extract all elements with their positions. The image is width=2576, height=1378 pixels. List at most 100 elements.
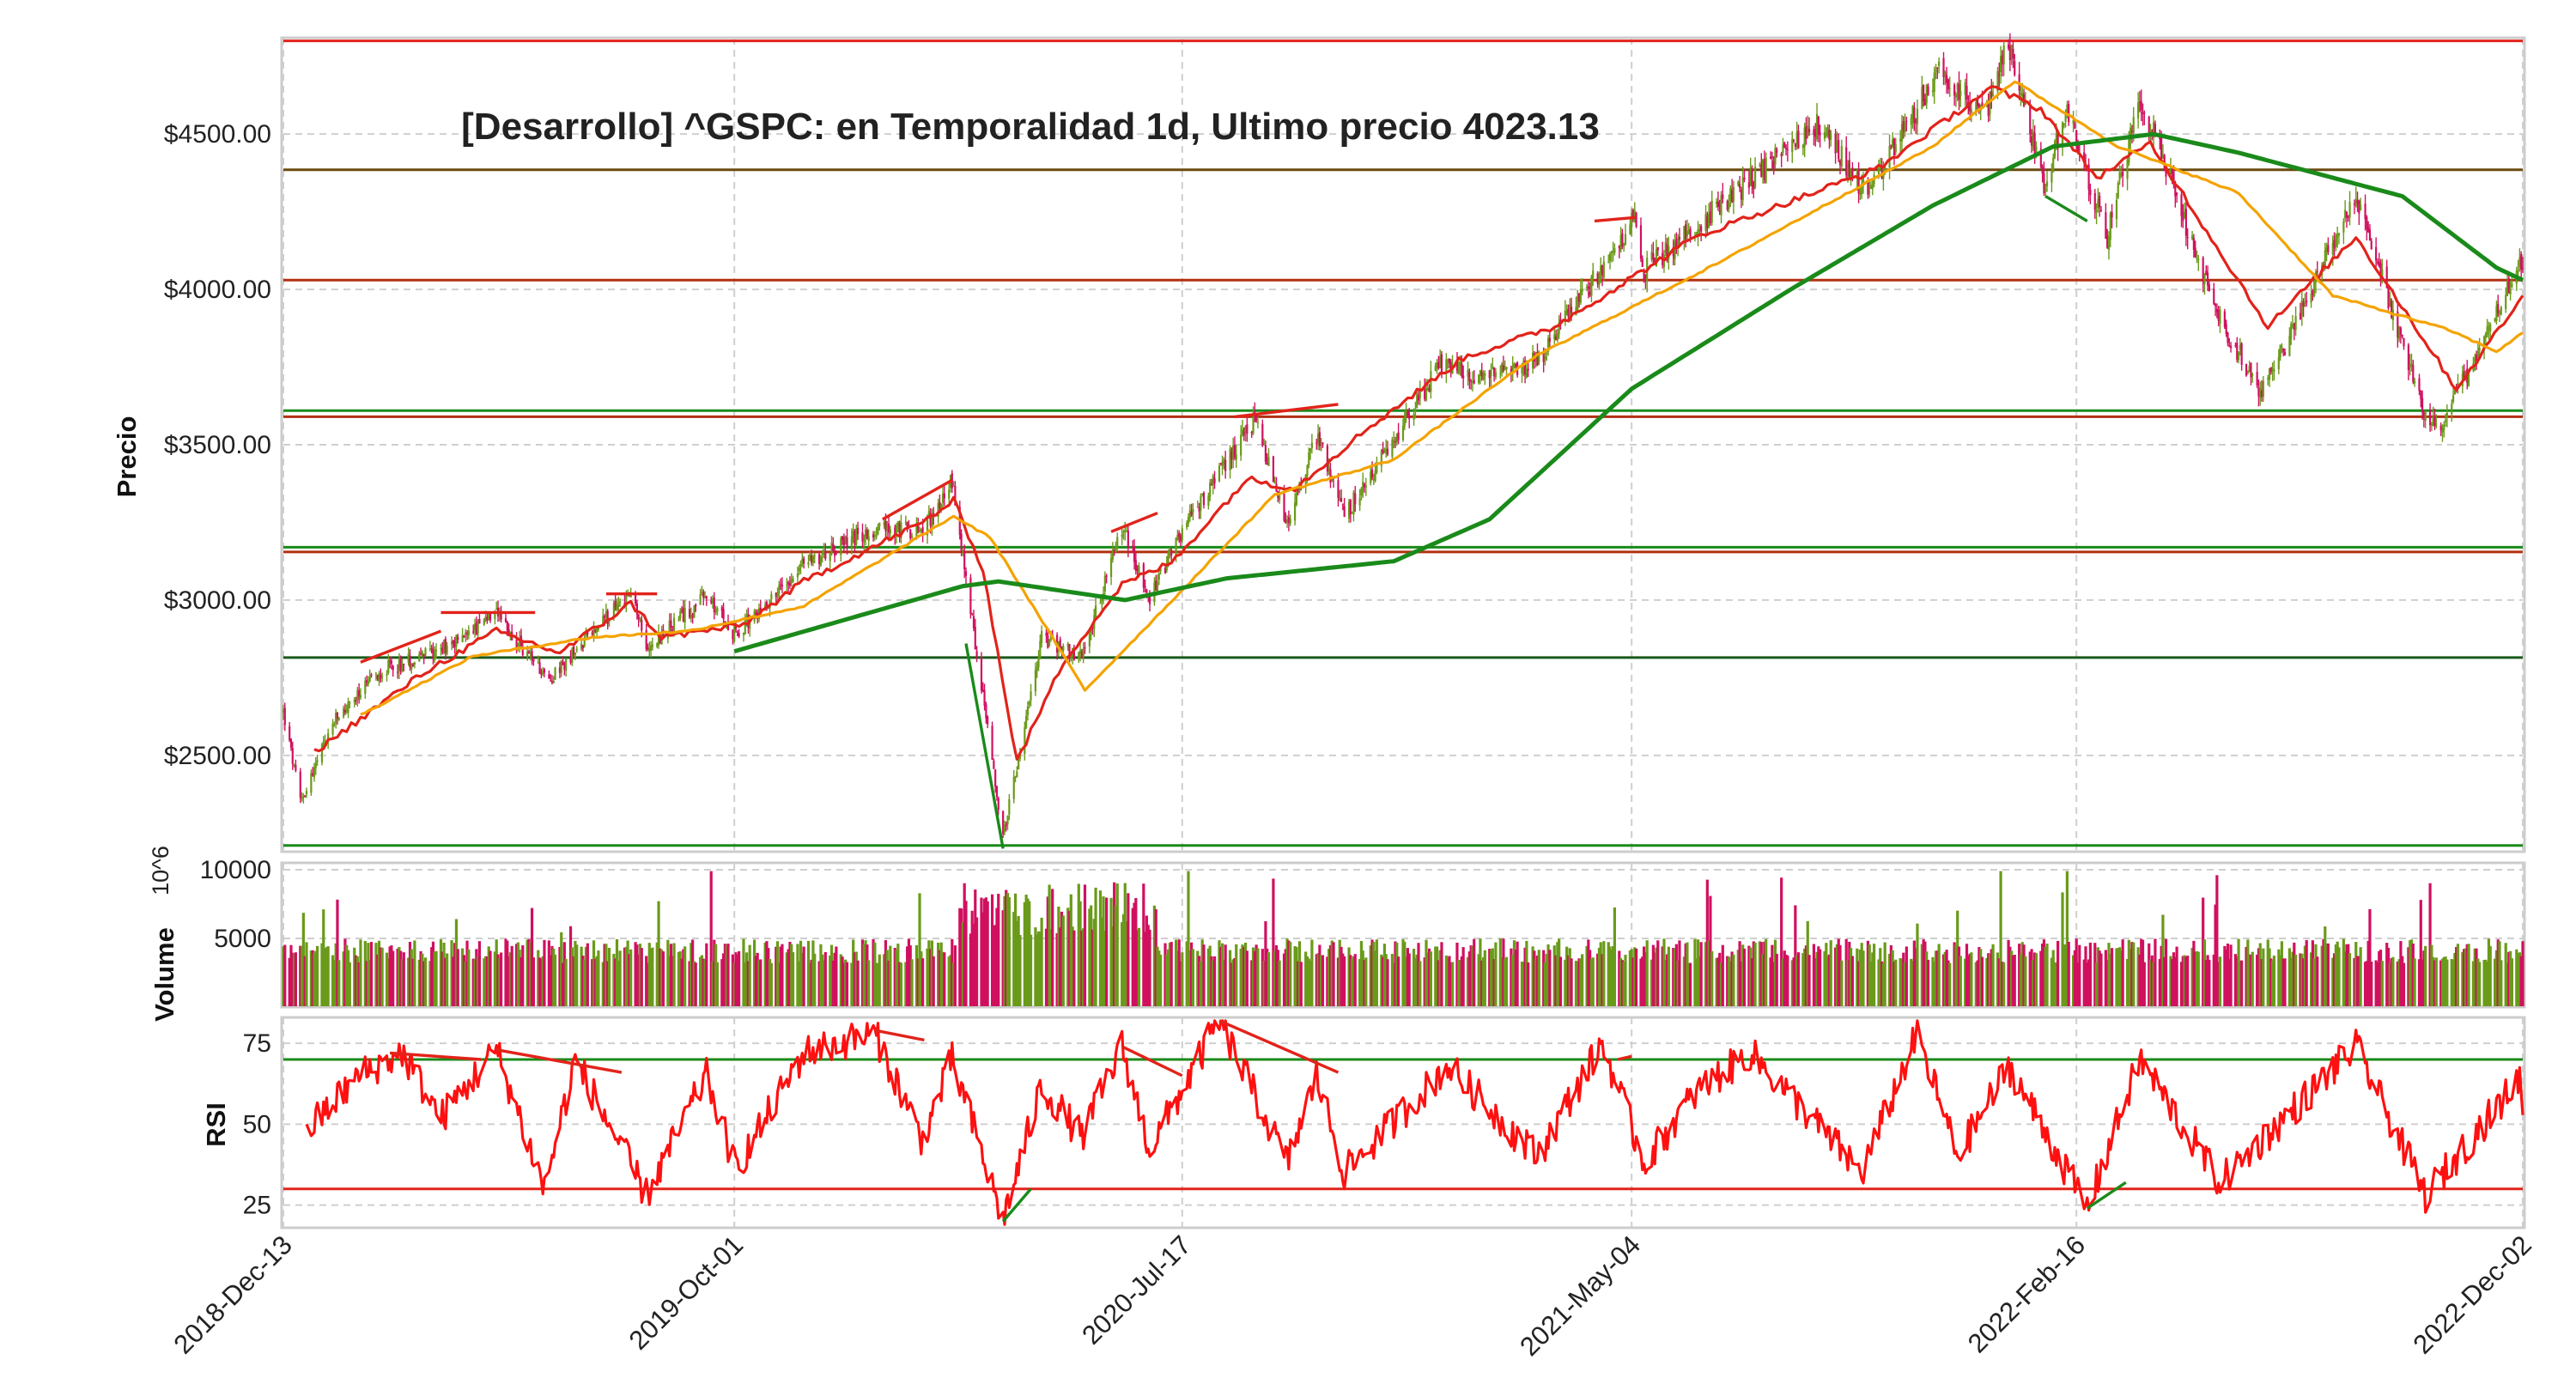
candle-body	[1765, 157, 1767, 184]
price-tick-label: $4500.00	[164, 120, 271, 149]
candle-body	[2337, 233, 2341, 236]
volume-bar	[754, 956, 757, 1006]
candle-body	[1505, 367, 1508, 370]
volume-bar	[637, 954, 641, 1006]
volume-bar	[1471, 945, 1474, 1006]
candle-body	[863, 534, 866, 543]
volume-bar	[691, 939, 695, 1006]
volume-bar	[1730, 951, 1734, 1006]
candle-body	[2137, 102, 2140, 118]
volume-bar	[2072, 955, 2075, 1006]
candle-body	[1933, 72, 1935, 92]
volume-bar	[2183, 955, 2186, 1006]
candle-body	[994, 769, 997, 787]
candle-body	[2445, 412, 2448, 418]
volume-bar	[682, 949, 685, 1006]
candle-body	[1782, 144, 1784, 153]
candle-body	[1639, 225, 1643, 259]
volume-bar	[1185, 941, 1188, 1006]
volume-bar	[2088, 942, 2092, 1006]
volume-bar	[428, 961, 432, 1006]
candle-body	[2412, 364, 2415, 382]
volume-bar	[624, 946, 628, 1006]
candle-body	[359, 695, 362, 698]
candle-body	[1048, 639, 1051, 646]
candle-body	[1122, 531, 1125, 533]
candle-body	[962, 549, 964, 551]
candle-body	[2424, 410, 2427, 421]
volume-bar	[1134, 897, 1138, 1006]
volume-bar	[1440, 942, 1443, 1006]
candle-body	[2432, 416, 2434, 427]
volume-bar	[1965, 944, 1969, 1006]
candle-body	[2076, 144, 2080, 152]
candle-body	[1115, 547, 1117, 552]
volume-bar	[2510, 958, 2514, 1006]
volume-bar	[1059, 927, 1062, 1006]
candle-body	[2370, 240, 2372, 250]
volume-bar	[918, 893, 921, 1006]
candle-body	[1099, 603, 1102, 604]
volume-bar	[2409, 939, 2414, 1006]
volume-bar	[1001, 910, 1005, 1006]
volume-bar	[2357, 956, 2360, 1006]
volume-bar	[659, 948, 662, 1006]
candle-body	[2234, 344, 2237, 346]
volume-bar	[2496, 939, 2500, 1006]
volume-bar	[1199, 961, 1202, 1006]
volume-bar	[408, 941, 412, 1006]
candle-body	[647, 647, 649, 650]
volume-bar	[2007, 939, 2010, 1006]
candle-body	[289, 725, 291, 741]
candle-body	[1786, 149, 1789, 150]
volume-bar	[943, 952, 946, 1006]
candle-body	[1318, 432, 1321, 446]
volume-bar	[1709, 895, 1712, 1006]
candle-body	[1677, 238, 1680, 249]
candle-body	[390, 660, 393, 665]
candle-body	[2291, 324, 2294, 326]
candle-body	[2271, 368, 2274, 371]
candle-body	[1170, 549, 1173, 556]
volume-bar	[2428, 883, 2432, 1006]
volume-bar	[1698, 956, 1701, 1006]
volume-bar	[1364, 957, 1368, 1006]
volume-bar	[367, 943, 370, 1006]
candle-body	[2464, 371, 2467, 377]
candle-body	[440, 647, 442, 649]
volume-bar	[2478, 962, 2482, 1006]
volume-bar	[538, 957, 542, 1006]
candle-body	[2403, 337, 2405, 347]
volume-bar	[314, 950, 318, 1006]
volume-bar	[947, 956, 951, 1006]
candle-body	[1570, 307, 1573, 313]
volume-bar	[1176, 950, 1180, 1006]
volume-bar	[407, 957, 410, 1006]
volume-bar	[422, 961, 426, 1006]
candle-body	[291, 748, 294, 764]
volume-bar	[1879, 948, 1882, 1006]
candle-body	[1468, 372, 1471, 381]
candle-body	[475, 622, 477, 634]
volume-bar	[1858, 950, 1862, 1006]
candle-body	[2457, 383, 2459, 387]
candle-body	[2387, 285, 2390, 309]
volume-bar	[1642, 946, 1646, 1006]
volume-bar	[1624, 955, 1627, 1006]
volume-bar	[1795, 955, 1799, 1006]
volume-bar	[2194, 951, 2197, 1006]
volume-bar	[2293, 942, 2296, 1006]
volume-bar	[1159, 955, 1163, 1006]
volume-bar	[1610, 950, 1613, 1006]
candle-body	[1513, 363, 1516, 367]
candle-body	[2325, 247, 2328, 252]
candle-body	[1718, 210, 1721, 212]
volume-bar	[1111, 926, 1115, 1006]
candle-body	[418, 653, 421, 662]
candle-body	[450, 641, 453, 645]
volume-bar	[1931, 956, 1935, 1006]
candle-body	[392, 665, 394, 671]
candle-body	[677, 619, 680, 621]
volume-bar	[2045, 944, 2049, 1006]
volume-bar	[1871, 952, 1874, 1006]
